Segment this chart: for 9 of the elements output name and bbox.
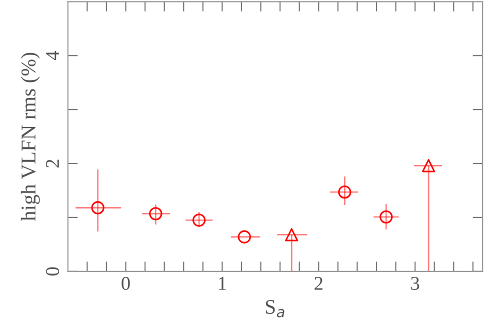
y-tick-label: 2 <box>46 160 59 168</box>
y-axis-title: high VLFN rms (%) <box>20 52 40 221</box>
x-tick-label: 1 <box>219 276 226 290</box>
x-axis-title: S$_{a}$ <box>266 300 284 318</box>
y-tick-label: 0 <box>46 267 60 276</box>
x-tick-label: 2 <box>314 276 322 290</box>
x-tick-label: 3 <box>411 276 420 290</box>
x-tick-label: 0 <box>122 276 130 290</box>
y-tick-label: 4 <box>46 51 59 60</box>
